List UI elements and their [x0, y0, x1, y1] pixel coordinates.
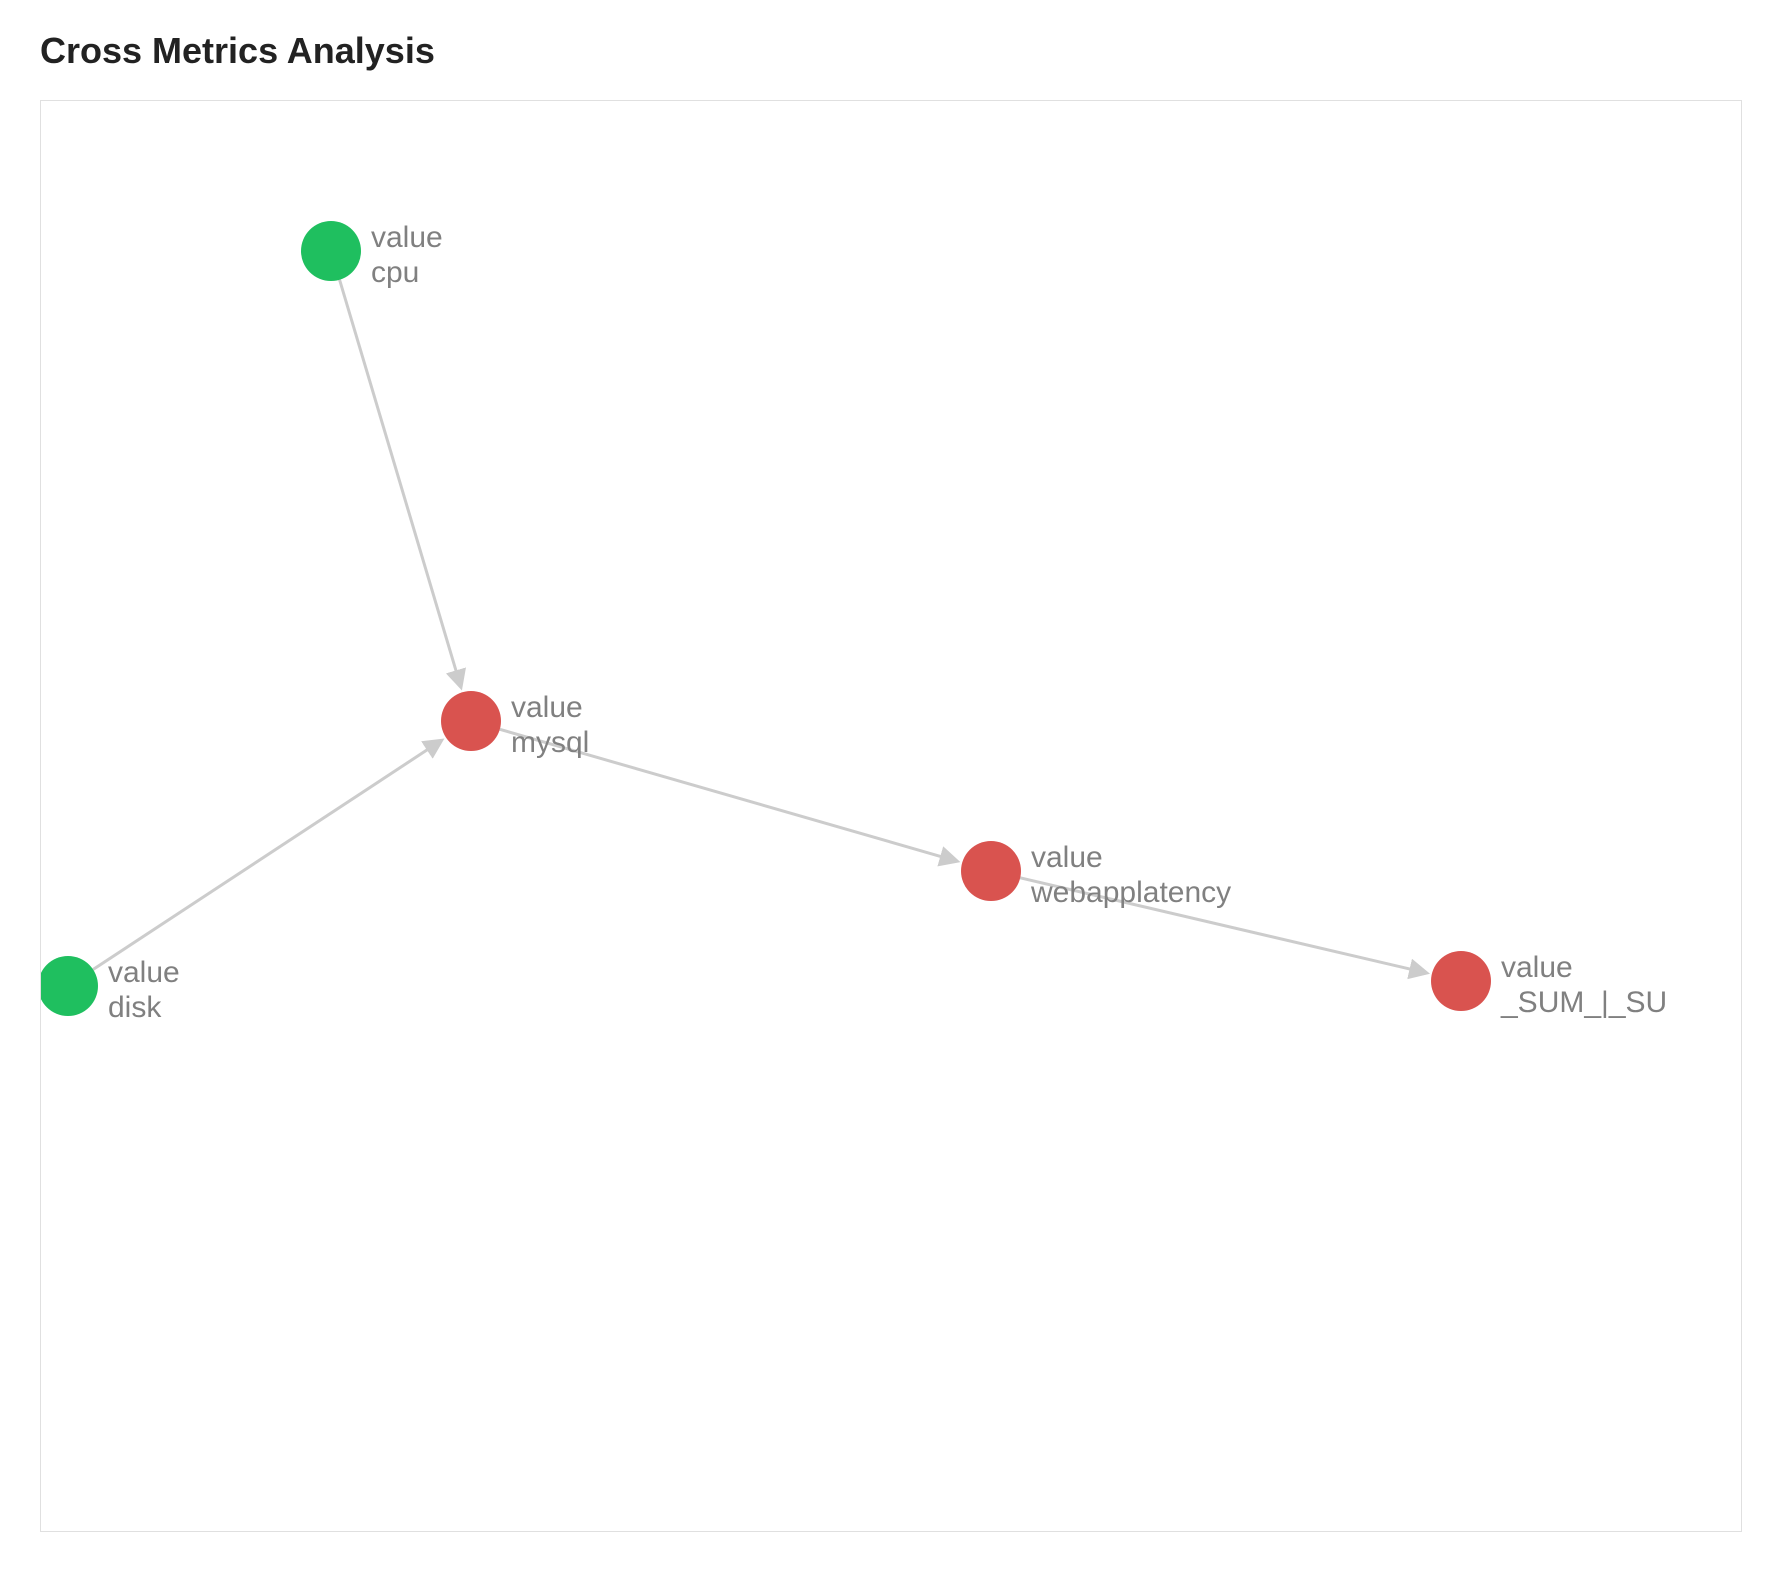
edge-cpu-mysql	[340, 280, 461, 687]
edge-mysql-web	[500, 729, 957, 861]
node-cpu[interactable]	[301, 221, 361, 281]
node-mysql[interactable]	[441, 691, 501, 751]
edge-disk-mysql	[93, 741, 441, 970]
graph-panel: value cpuvalue diskvalue mysqlvalue weba…	[40, 100, 1742, 1532]
page-title: Cross Metrics Analysis	[40, 30, 1752, 72]
node-web[interactable]	[961, 841, 1021, 901]
node-disk[interactable]	[41, 956, 98, 1016]
node-sum[interactable]	[1431, 951, 1491, 1011]
network-graph	[41, 101, 1741, 1531]
edge-web-sum	[1020, 878, 1426, 973]
